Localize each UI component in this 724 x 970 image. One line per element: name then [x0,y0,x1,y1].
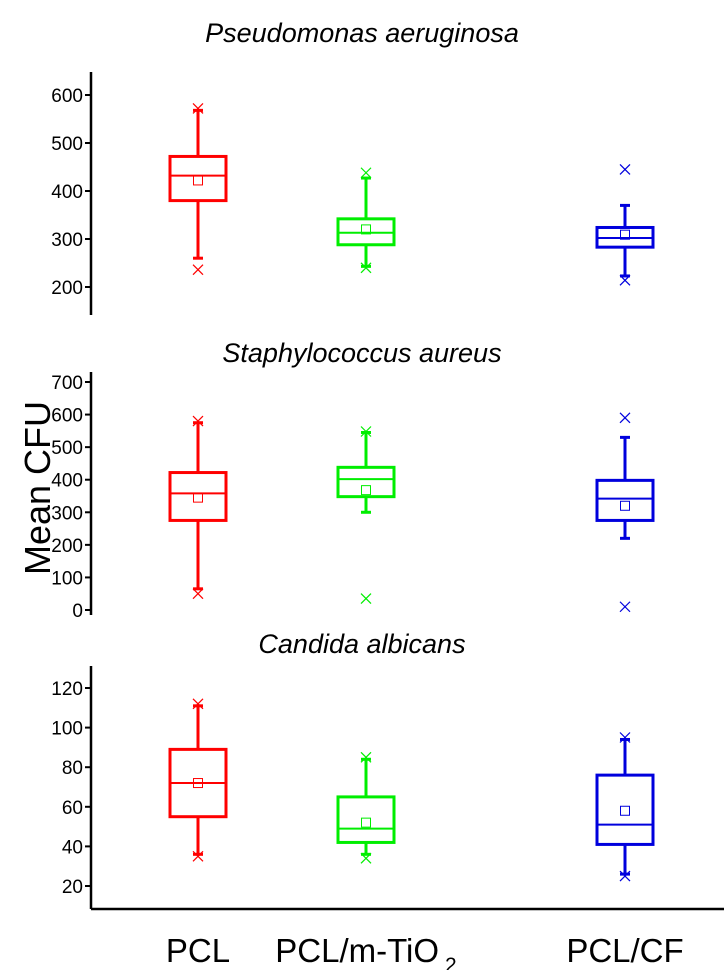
x-category-label: PCL/m-TiO 2 [275,932,456,970]
mean-marker [362,486,371,495]
x-axis-categories: PCL PCL/m-TiO 2 PCL/CF [166,932,684,970]
y-tick-label: 120 [51,679,83,700]
x-category-subscript: 2 [445,954,457,970]
panel-title: Candida albicans [258,629,465,659]
mean-marker [194,493,203,502]
y-tick-label: 300 [51,503,83,524]
iqr-box [597,775,653,844]
iqr-box [170,156,226,200]
y-tick-label: 40 [62,837,83,858]
outlier-marker [620,164,630,174]
y-tick-label: 500 [51,134,83,155]
box-pcl-cf [597,733,653,882]
mean-marker [194,176,203,185]
panels: Pseudomonas aeruginosa200300400500600Sta… [51,18,724,909]
mean-marker [362,818,371,827]
y-tick-label: 700 [51,373,83,394]
box-pcl [170,103,226,274]
x-category-label: PCL [166,932,230,969]
y-tick-label: 400 [51,471,83,492]
y-tick-label: 600 [51,406,83,427]
box-pcl [170,699,226,861]
y-tick-label: 80 [62,758,83,779]
box-pcl-m-tio2 [338,427,394,604]
y-tick-label: 600 [51,86,83,107]
y-tick-label: 200 [51,536,83,557]
box-pcl-m-tio2 [338,168,394,273]
y-tick-label: 200 [51,278,83,299]
outlier-marker [193,265,203,275]
outlier-marker [620,413,630,423]
y-tick-label: 20 [62,877,83,898]
panel-3: Candida albicans 20 40 60 80 100 120 [51,629,653,909]
panel-title: Pseudomonas aeruginosa [205,18,519,48]
y-tick-label: 0 [72,601,83,622]
box-pcl-cf [597,164,653,285]
mean-marker [621,501,630,510]
y-tick-label: 100 [51,719,83,740]
box-pcl-m-tio2 [338,752,394,863]
iqr-box [338,797,394,843]
outlier-marker [361,168,371,178]
box-pcl-cf [597,413,653,612]
outlier-marker [361,594,371,604]
mean-marker [621,806,630,815]
y-tick-label: 60 [62,798,83,819]
panel-1: Pseudomonas aeruginosa 200 300 400 500 600 [51,18,653,315]
box-pcl [170,416,226,599]
iqr-box [170,473,226,521]
y-tick-label: 500 [51,438,83,459]
y-tick-label: 300 [51,230,83,251]
iqr-box [338,467,394,496]
iqr-box [597,480,653,520]
panel-title: Staphylococcus aureus [222,338,501,368]
panel-2: Staphylococcus aureus 0 100 200 300 400 500 600… [51,338,653,622]
y-tick-label: 100 [51,568,83,589]
outlier-marker [620,602,630,612]
y-tick-label: 400 [51,182,83,203]
x-category-label: PCL/CF [566,932,683,969]
